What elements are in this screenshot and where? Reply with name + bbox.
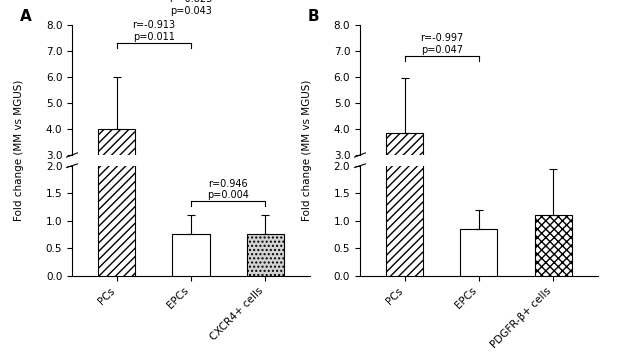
Text: r=-0.825
p=0.043: r=-0.825 p=0.043 <box>169 0 213 16</box>
Bar <box>535 204 572 233</box>
Text: r=-0.997
p=0.047: r=-0.997 p=0.047 <box>420 33 463 55</box>
Bar <box>386 64 423 276</box>
Bar <box>98 129 135 233</box>
Text: Fold change (MM vs MGUS): Fold change (MM vs MGUS) <box>302 80 312 221</box>
Text: A: A <box>19 9 31 24</box>
Bar <box>535 215 572 276</box>
Bar <box>98 56 135 276</box>
Text: r=-0.913
p=0.011: r=-0.913 p=0.011 <box>132 20 175 42</box>
Text: Fold change (MM vs MGUS): Fold change (MM vs MGUS) <box>14 80 24 221</box>
Bar <box>172 213 210 233</box>
Bar <box>172 234 210 276</box>
Bar <box>460 211 498 233</box>
Bar <box>386 133 423 233</box>
Bar <box>247 213 284 233</box>
Bar <box>247 234 284 276</box>
Bar <box>460 229 498 276</box>
Text: B: B <box>307 9 319 24</box>
Text: r=0.946
p=0.004: r=0.946 p=0.004 <box>207 179 249 200</box>
